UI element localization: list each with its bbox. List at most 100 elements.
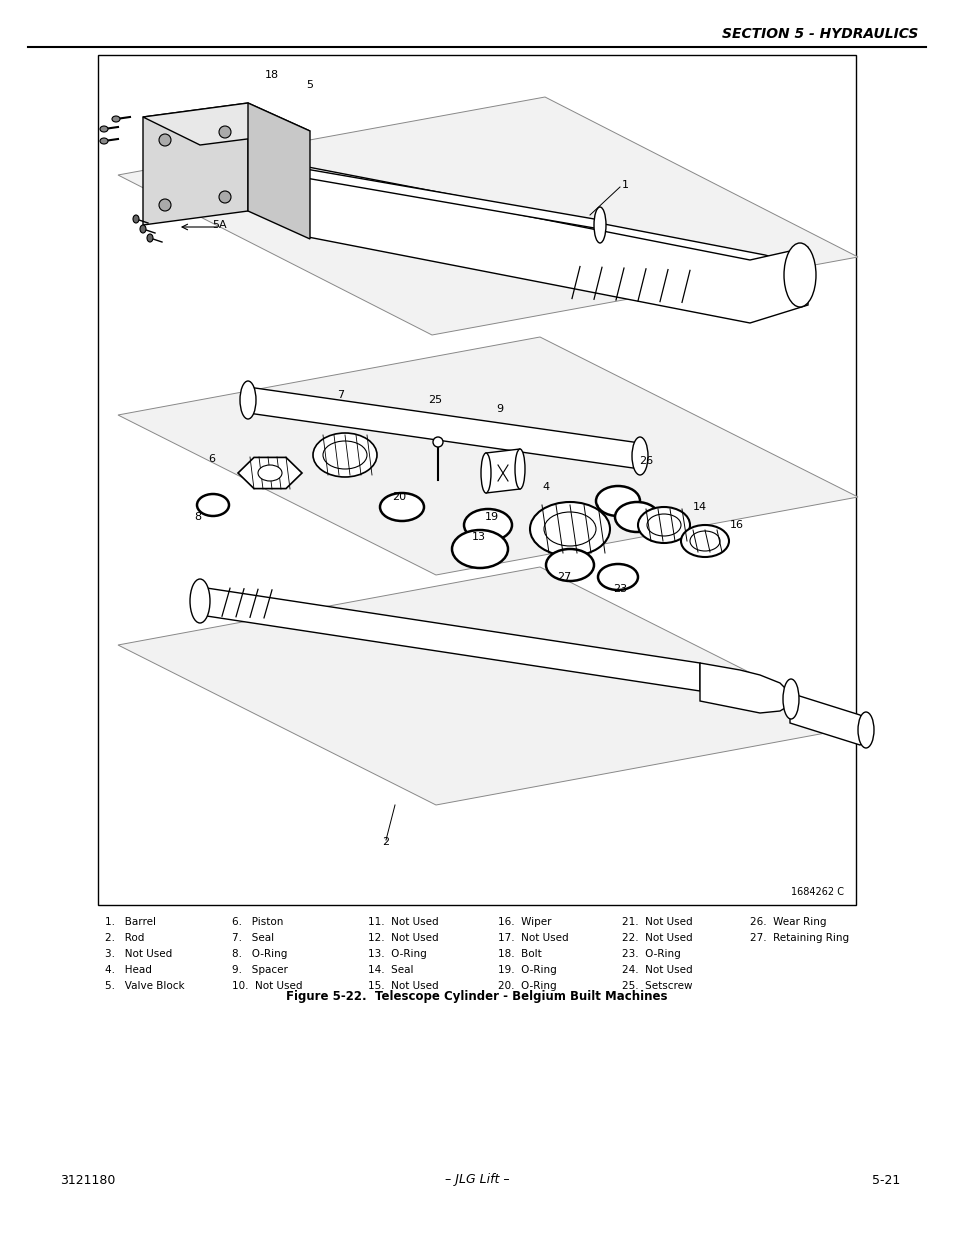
Ellipse shape: [257, 466, 282, 480]
Text: 11.  Not Used: 11. Not Used: [368, 918, 438, 927]
Text: 3121180: 3121180: [60, 1173, 115, 1187]
Text: 8: 8: [194, 513, 201, 522]
Text: 18: 18: [265, 70, 279, 80]
Text: 7: 7: [337, 390, 344, 400]
Ellipse shape: [159, 135, 171, 146]
Polygon shape: [237, 457, 302, 489]
Text: 22.  Not Used: 22. Not Used: [621, 932, 692, 944]
Text: 1.   Barrel: 1. Barrel: [105, 918, 156, 927]
Text: 21.  Not Used: 21. Not Used: [621, 918, 692, 927]
Ellipse shape: [147, 233, 152, 242]
Text: 13.  O-Ring: 13. O-Ring: [368, 948, 426, 960]
Ellipse shape: [594, 207, 605, 243]
Text: 7.   Seal: 7. Seal: [232, 932, 274, 944]
Ellipse shape: [480, 453, 491, 493]
Text: 2.   Rod: 2. Rod: [105, 932, 144, 944]
Ellipse shape: [689, 531, 720, 551]
Polygon shape: [485, 450, 519, 493]
Text: 10.  Not Used: 10. Not Used: [232, 981, 302, 990]
Ellipse shape: [100, 126, 108, 132]
Ellipse shape: [219, 191, 231, 203]
Text: 5A: 5A: [213, 220, 227, 230]
Ellipse shape: [323, 441, 367, 469]
Polygon shape: [308, 173, 807, 324]
Text: 20.  O-Ring: 20. O-Ring: [497, 981, 556, 990]
Text: 27.  Retaining Ring: 27. Retaining Ring: [749, 932, 848, 944]
Polygon shape: [200, 587, 700, 692]
Text: 23: 23: [612, 584, 626, 594]
Ellipse shape: [379, 493, 423, 521]
Ellipse shape: [646, 514, 680, 536]
Text: 14.  Seal: 14. Seal: [368, 965, 413, 974]
Text: – JLG Lift –: – JLG Lift –: [444, 1173, 509, 1187]
Text: 26.  Wear Ring: 26. Wear Ring: [749, 918, 825, 927]
Ellipse shape: [783, 243, 815, 308]
Text: 5-21: 5-21: [871, 1173, 899, 1187]
Text: 17.  Not Used: 17. Not Used: [497, 932, 568, 944]
Polygon shape: [789, 693, 869, 745]
Text: 4: 4: [542, 482, 549, 492]
Polygon shape: [118, 567, 857, 805]
Polygon shape: [143, 103, 310, 144]
Text: 5.   Valve Block: 5. Valve Block: [105, 981, 185, 990]
Polygon shape: [118, 337, 857, 576]
Ellipse shape: [680, 525, 728, 557]
Ellipse shape: [545, 550, 594, 580]
Ellipse shape: [631, 437, 647, 475]
Ellipse shape: [463, 509, 512, 541]
Text: 9.   Spacer: 9. Spacer: [232, 965, 288, 974]
Ellipse shape: [638, 508, 689, 543]
Polygon shape: [700, 663, 789, 713]
Text: 26: 26: [639, 456, 653, 466]
Text: 25.  Setscrew: 25. Setscrew: [621, 981, 692, 990]
Ellipse shape: [240, 382, 255, 419]
Ellipse shape: [530, 501, 609, 556]
Ellipse shape: [140, 225, 146, 233]
Text: 16.  Wiper: 16. Wiper: [497, 918, 551, 927]
Text: 24.  Not Used: 24. Not Used: [621, 965, 692, 974]
Polygon shape: [248, 159, 599, 228]
Text: 1684262 C: 1684262 C: [790, 887, 843, 897]
Text: 6: 6: [209, 454, 215, 464]
Text: 15.  Not Used: 15. Not Used: [368, 981, 438, 990]
Ellipse shape: [190, 579, 210, 622]
Polygon shape: [118, 98, 857, 335]
Text: 23.  O-Ring: 23. O-Ring: [621, 948, 680, 960]
Text: 20: 20: [392, 492, 406, 501]
Ellipse shape: [615, 501, 659, 532]
Polygon shape: [308, 167, 807, 295]
Ellipse shape: [543, 513, 596, 546]
Ellipse shape: [452, 530, 507, 568]
Ellipse shape: [100, 138, 108, 144]
Text: 16: 16: [729, 520, 743, 530]
Ellipse shape: [219, 126, 231, 138]
Text: SECTION 5 - HYDRAULICS: SECTION 5 - HYDRAULICS: [720, 27, 917, 41]
Text: 14: 14: [692, 501, 706, 513]
Text: 12.  Not Used: 12. Not Used: [368, 932, 438, 944]
Text: 4.   Head: 4. Head: [105, 965, 152, 974]
Text: 2: 2: [382, 837, 389, 847]
Bar: [98, 56, 855, 905]
Ellipse shape: [132, 215, 139, 224]
Ellipse shape: [159, 199, 171, 211]
Text: 9: 9: [496, 404, 503, 414]
Ellipse shape: [433, 437, 442, 447]
Text: 19.  O-Ring: 19. O-Ring: [497, 965, 557, 974]
Ellipse shape: [515, 450, 524, 489]
Polygon shape: [143, 103, 248, 225]
Ellipse shape: [857, 713, 873, 748]
Text: 18.  Bolt: 18. Bolt: [497, 948, 541, 960]
Polygon shape: [248, 103, 310, 240]
Text: 3.   Not Used: 3. Not Used: [105, 948, 172, 960]
Ellipse shape: [596, 487, 639, 516]
Ellipse shape: [782, 679, 799, 719]
Text: 25: 25: [428, 395, 441, 405]
Ellipse shape: [313, 433, 376, 477]
Text: Figure 5-22.  Telescope Cylinder - Belgium Built Machines: Figure 5-22. Telescope Cylinder - Belgiu…: [286, 990, 667, 1003]
Text: 19: 19: [484, 513, 498, 522]
Ellipse shape: [598, 564, 638, 590]
Ellipse shape: [112, 116, 120, 122]
Text: 6.   Piston: 6. Piston: [232, 918, 283, 927]
Text: 1: 1: [620, 180, 628, 190]
Ellipse shape: [196, 494, 229, 516]
